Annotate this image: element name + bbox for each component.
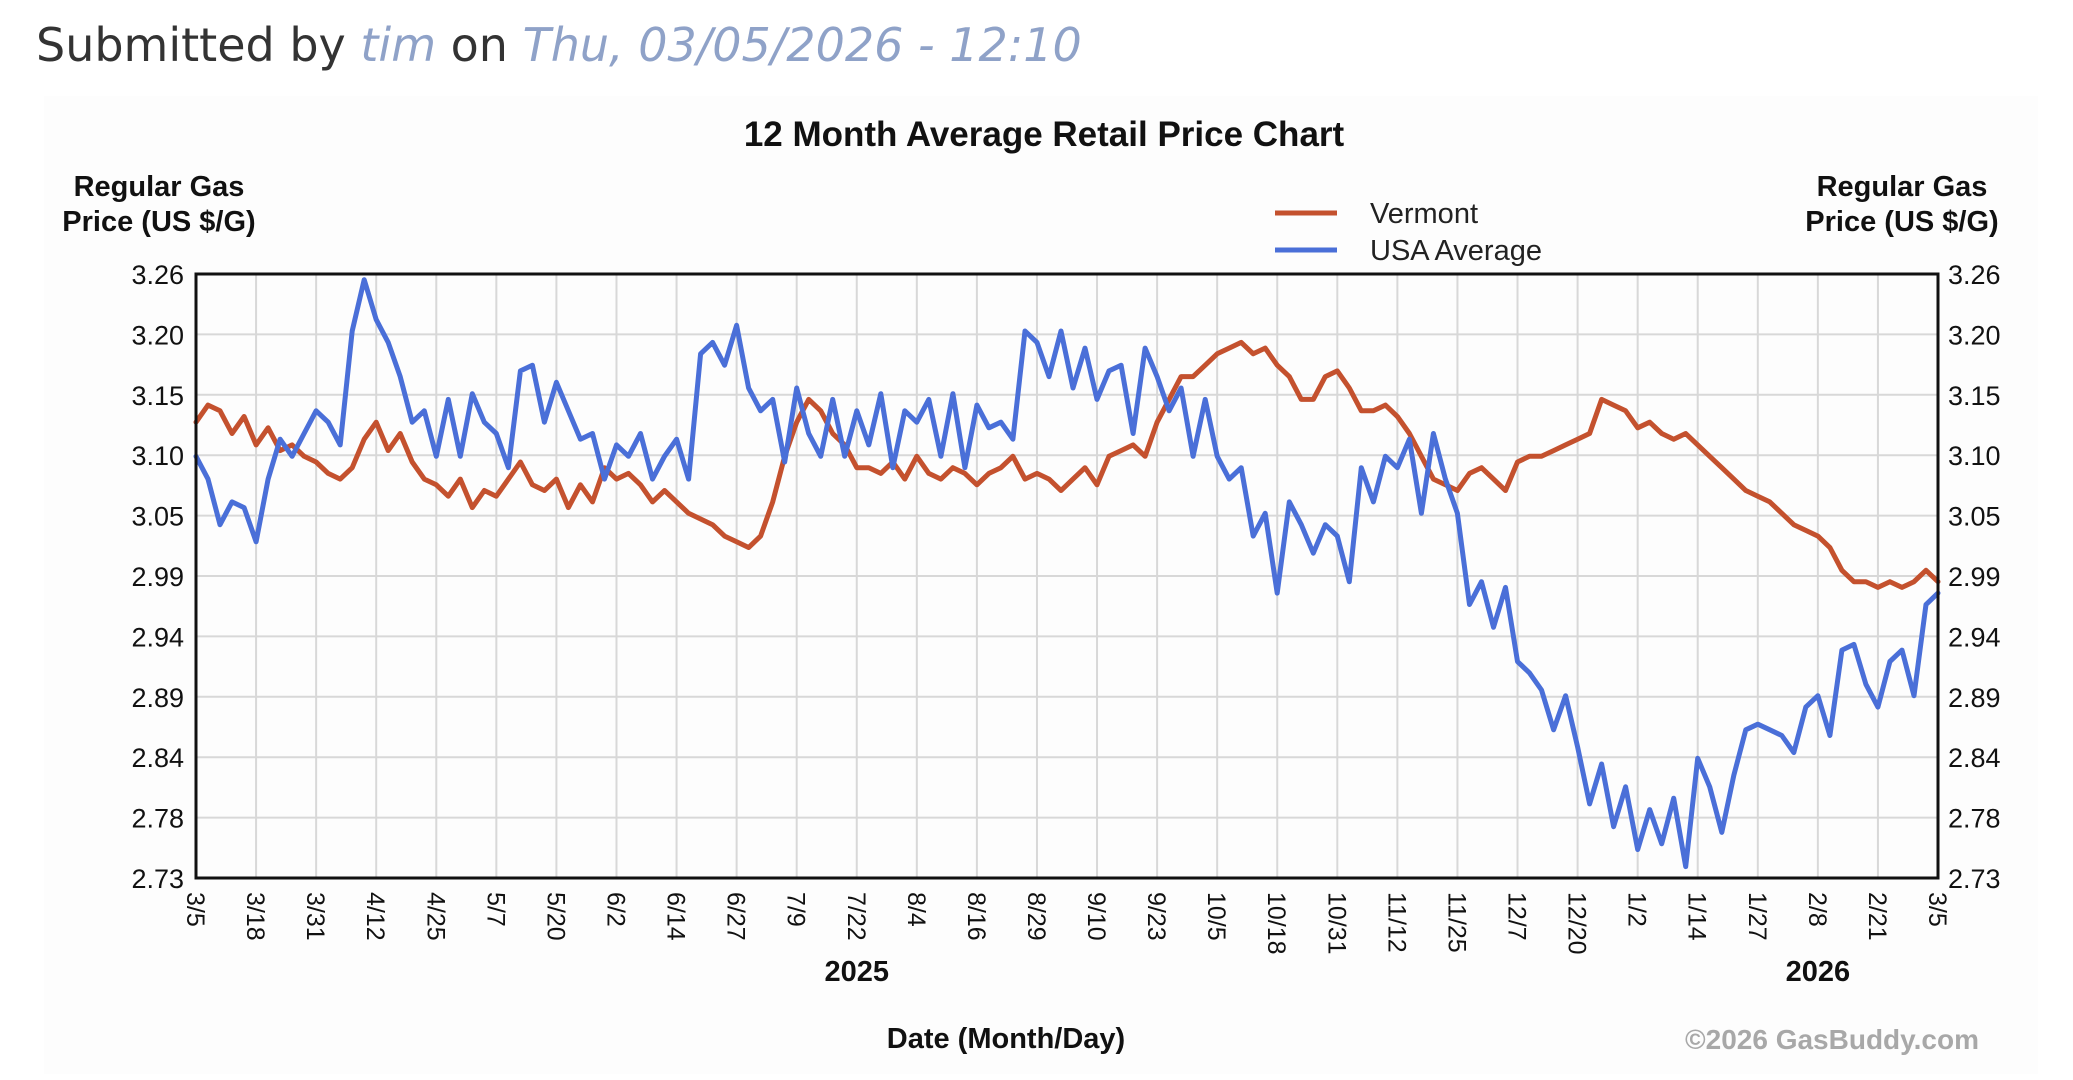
x-tick-label: 8/29 — [1022, 892, 1050, 941]
x-tick-label: 1/2 — [1623, 892, 1651, 927]
legend-label-vermont: Vermont — [1370, 198, 1478, 230]
y-tick-right: 2.99 — [1948, 562, 2001, 592]
price-chart: 12 Month Average Retail Price Chart Regu… — [62, 115, 2000, 1055]
y-tick-right: 2.78 — [1948, 804, 2001, 834]
chart-legend: Vermont USA Average — [1275, 198, 1542, 267]
byline-on: on — [450, 18, 508, 72]
x-tick-label: 6/14 — [662, 892, 690, 941]
copyright-gasbuddy[interactable]: ©2026 GasBuddy.com — [1685, 1024, 1979, 1055]
x-axis-ticks: 3/5 3/18 3/31 4/12 4/25 5/7 5/20 6/2 6/14 6/27 7/9… — [181, 892, 1951, 955]
x-tick-label: 2/21 — [1863, 892, 1891, 941]
y-axis-title-left-line1: Regular Gas — [74, 171, 245, 203]
x-tick-label: 11/12 — [1382, 892, 1410, 953]
y-tick-left: 2.89 — [131, 683, 184, 713]
x-tick-label: 5/20 — [541, 892, 569, 941]
x-tick-label: 3/18 — [241, 892, 269, 941]
x-tick-label: 9/10 — [1082, 892, 1110, 941]
x-tick-label: 1/27 — [1743, 892, 1771, 941]
year-label-2025: 2025 — [825, 956, 890, 988]
y-tick-left: 3.10 — [131, 441, 184, 471]
x-tick-label: 12/20 — [1563, 892, 1591, 955]
y-tick-right: 3.15 — [1948, 381, 2001, 411]
y-tick-right: 2.89 — [1948, 683, 2001, 713]
x-tick-label: 2/8 — [1803, 892, 1831, 927]
x-tick-label: 3/5 — [181, 892, 209, 927]
author-link[interactable]: tim — [360, 18, 437, 72]
series-line-usa-average — [193, 277, 1941, 870]
y-tick-right: 3.20 — [1948, 320, 2001, 350]
chart-series — [193, 277, 1941, 870]
submission-datetime: Thu, 03/05/2026 - 12:10 — [522, 18, 1082, 72]
y-tick-right: 3.26 — [1948, 260, 2001, 290]
price-chart-panel: 12 Month Average Retail Price Chart Regu… — [44, 96, 2038, 1074]
x-tick-label: 4/25 — [421, 892, 449, 941]
y-tick-left: 3.20 — [131, 320, 184, 350]
x-tick-label: 3/5 — [1923, 892, 1951, 927]
x-tick-label: 8/16 — [962, 892, 990, 941]
y-axis-title-left-line2: Price (US $/G) — [62, 206, 255, 238]
x-tick-label: 11/25 — [1442, 892, 1470, 953]
legend-label-usa-average: USA Average — [1370, 235, 1542, 267]
y-axis-title-right-line1: Regular Gas — [1817, 171, 1988, 203]
x-tick-label: 10/18 — [1262, 892, 1290, 955]
x-tick-label: 7/9 — [782, 892, 810, 927]
y-tick-right: 3.05 — [1948, 502, 2001, 532]
y-tick-right: 2.73 — [1948, 864, 2001, 894]
x-tick-label: 8/4 — [902, 892, 930, 927]
submission-byline: Submitted by tim on Thu, 03/05/2026 - 12… — [36, 18, 1082, 72]
x-tick-label: 10/5 — [1202, 892, 1230, 941]
y-tick-left: 3.15 — [131, 381, 184, 411]
y-tick-left: 2.78 — [131, 804, 184, 834]
x-tick-label: 6/27 — [722, 892, 750, 941]
x-tick-label: 9/23 — [1142, 892, 1170, 941]
plot-frame — [194, 272, 1940, 880]
y-tick-left: 2.99 — [131, 562, 184, 592]
y-tick-left: 2.84 — [131, 743, 184, 773]
x-tick-label: 10/31 — [1322, 892, 1350, 955]
x-tick-label: 12/7 — [1503, 892, 1531, 941]
series-line-vermont — [193, 339, 1941, 590]
x-tick-label: 6/2 — [601, 892, 629, 927]
chart-title: 12 Month Average Retail Price Chart — [744, 115, 1345, 154]
year-label-2026: 2026 — [1786, 956, 1851, 988]
y-tick-right: 2.84 — [1948, 743, 2001, 773]
y-tick-left: 2.94 — [131, 622, 184, 652]
y-tick-left: 2.73 — [131, 864, 184, 894]
y-tick-right: 2.94 — [1948, 622, 2001, 652]
x-tick-label: 7/22 — [842, 892, 870, 941]
x-tick-label: 5/7 — [481, 892, 509, 927]
byline-prefix: Submitted by — [36, 18, 346, 72]
y-tick-left: 3.26 — [131, 260, 184, 290]
x-axis-title: Date (Month/Day) — [887, 1023, 1125, 1055]
x-tick-label: 4/12 — [361, 892, 389, 941]
y-axis-title-right-line2: Price (US $/G) — [1805, 206, 1998, 238]
x-tick-label: 1/14 — [1683, 892, 1711, 941]
y-tick-right: 3.10 — [1948, 441, 2001, 471]
x-tick-label: 3/31 — [301, 892, 329, 941]
y-tick-left: 3.05 — [131, 502, 184, 532]
y-axis-ticks: 3.26 3.26 3.20 3.20 3.15 3.15 3.10 3.10 3.05 3.05… — [131, 260, 2000, 894]
